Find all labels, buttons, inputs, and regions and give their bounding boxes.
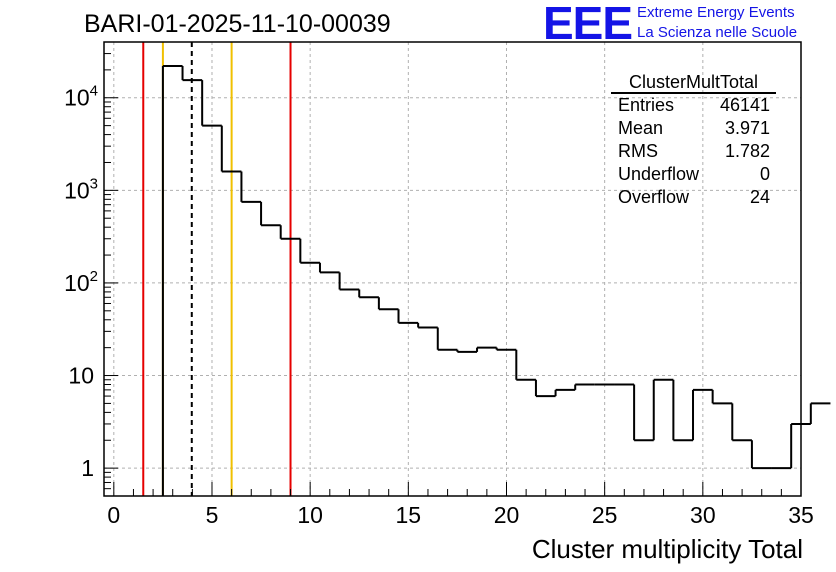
stats-label: RMS (618, 141, 658, 161)
stats-row-underflow: Underflow 0 (605, 163, 780, 186)
stats-value: 3.971 (724, 118, 770, 138)
stats-label: Mean (618, 118, 664, 138)
x-tick-label: 30 (690, 502, 716, 528)
y-tick-label: 10 (68, 363, 94, 389)
y-tick-label: 103 (64, 175, 98, 203)
stats-value: 0 (759, 164, 770, 184)
stats-value: 24 (749, 187, 770, 207)
eee-logo: EEE (543, 0, 633, 49)
stats-title: ClusterMultTotal (611, 72, 776, 94)
y-tick-label: 102 (64, 268, 98, 296)
stats-label: Entries (618, 95, 675, 115)
x-tick-label: 15 (396, 502, 422, 528)
x-tick-label: 10 (297, 502, 323, 528)
x-tick-label: 0 (107, 502, 120, 528)
y-tick-label: 104 (64, 83, 98, 111)
stats-row-rms: RMS 1.782 (605, 140, 780, 163)
stats-row-mean: Mean 3.971 (605, 117, 780, 140)
y-tick-label: 1 (81, 455, 94, 481)
stats-row-overflow: Overflow 24 (605, 186, 780, 209)
x-tick-label: 5 (206, 502, 219, 528)
stats-box: ClusterMultTotal Entries 46141 Mean 3.97… (605, 72, 780, 209)
x-tick-label: 25 (592, 502, 618, 528)
stats-label: Overflow (618, 187, 690, 207)
stats-value: 46141 (719, 95, 770, 115)
x-tick-label: 35 (788, 502, 814, 528)
stats-value: 1.782 (724, 141, 770, 161)
logo-subtitle-2: La Scienza nelle Scuole (637, 24, 798, 41)
x-tick-label: 20 (494, 502, 520, 528)
stats-row-entries: Entries 46141 (605, 94, 780, 117)
plot-frame (103, 41, 802, 497)
plot-title: BARI-01-2025-11-10-00039 (84, 10, 391, 38)
logo-subtitle-1: Extreme Energy Events (637, 4, 795, 21)
x-axis-label: Cluster multiplicity Total (531, 534, 803, 564)
stats-label: Underflow (618, 164, 700, 184)
